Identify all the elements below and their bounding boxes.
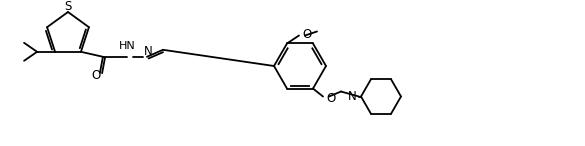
Text: O: O [326,92,335,105]
Text: N: N [348,90,357,103]
Text: S: S [64,0,72,13]
Text: N: N [144,45,153,58]
Text: HN: HN [119,41,135,51]
Text: O: O [91,69,101,82]
Text: O: O [302,28,311,41]
